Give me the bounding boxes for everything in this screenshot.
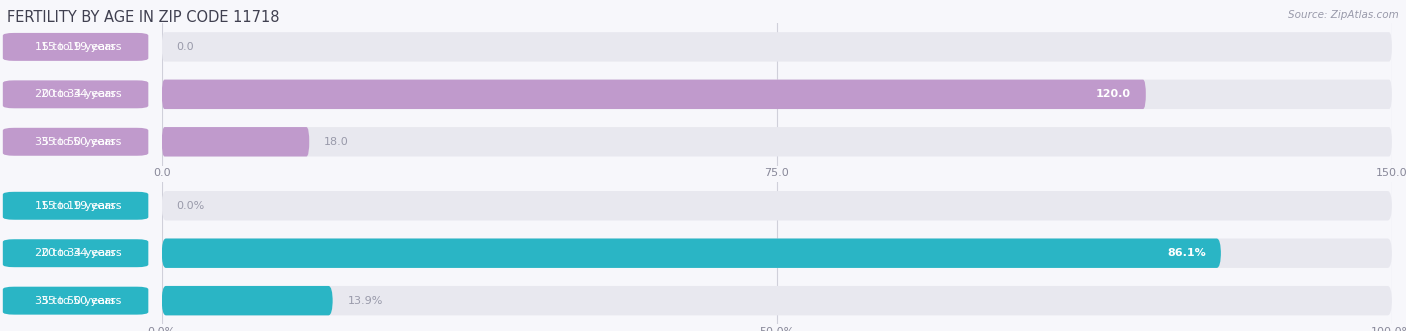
- Text: FERTILITY BY AGE IN ZIP CODE 11718: FERTILITY BY AGE IN ZIP CODE 11718: [7, 10, 280, 25]
- Text: 35 to 50 years: 35 to 50 years: [35, 137, 115, 147]
- Text: 15 to 19 years: 15 to 19 years: [35, 42, 115, 52]
- Text: 15 to 19 years: 15 to 19 years: [41, 42, 121, 52]
- Text: 15 to 19 years: 15 to 19 years: [35, 201, 115, 211]
- FancyBboxPatch shape: [162, 239, 1392, 268]
- Text: 13.9%: 13.9%: [347, 296, 382, 306]
- Text: 0.0%: 0.0%: [177, 201, 205, 211]
- Text: 35 to 50 years: 35 to 50 years: [35, 296, 115, 306]
- Text: 20 to 34 years: 20 to 34 years: [35, 248, 115, 258]
- FancyBboxPatch shape: [162, 80, 1392, 109]
- Text: 15 to 19 years: 15 to 19 years: [41, 201, 121, 211]
- Text: 20 to 34 years: 20 to 34 years: [41, 89, 121, 99]
- FancyBboxPatch shape: [162, 191, 1392, 220]
- Text: 35 to 50 years: 35 to 50 years: [41, 296, 121, 306]
- FancyBboxPatch shape: [162, 127, 309, 157]
- Text: 120.0: 120.0: [1097, 89, 1132, 99]
- Text: 18.0: 18.0: [325, 137, 349, 147]
- FancyBboxPatch shape: [162, 80, 1146, 109]
- FancyBboxPatch shape: [162, 239, 1220, 268]
- FancyBboxPatch shape: [162, 32, 1392, 62]
- Text: Source: ZipAtlas.com: Source: ZipAtlas.com: [1288, 10, 1399, 20]
- Text: 86.1%: 86.1%: [1167, 248, 1206, 258]
- FancyBboxPatch shape: [162, 286, 333, 315]
- FancyBboxPatch shape: [162, 127, 1392, 157]
- Text: 35 to 50 years: 35 to 50 years: [41, 137, 121, 147]
- Text: 20 to 34 years: 20 to 34 years: [35, 89, 115, 99]
- FancyBboxPatch shape: [162, 286, 1392, 315]
- Text: 20 to 34 years: 20 to 34 years: [41, 248, 121, 258]
- Text: 0.0: 0.0: [177, 42, 194, 52]
